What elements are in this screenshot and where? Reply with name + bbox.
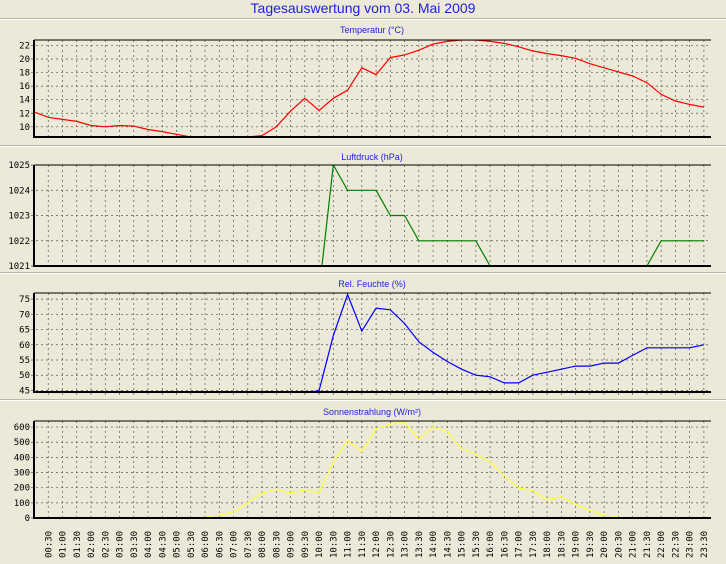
- chart-title: Luftdruck (hPa): [341, 152, 403, 162]
- divider: [0, 272, 726, 274]
- x-tick-label: 03:00: [116, 531, 126, 558]
- x-tick-label: 14:30: [443, 531, 453, 558]
- series-line: [321, 165, 704, 266]
- axis: [33, 293, 711, 393]
- chart-title: Temperatur (°C): [340, 25, 404, 35]
- x-tick-label: 04:00: [144, 531, 154, 558]
- chart-panel-0: Temperatur (°C) 10 12 14 16 18 20 22: [19, 25, 711, 140]
- x-tick-label: 23:30: [700, 531, 710, 558]
- x-tick-label: 04:30: [158, 531, 168, 558]
- plot-area: [34, 40, 711, 137]
- axis: [33, 165, 711, 267]
- y-tick-label: 14: [19, 96, 30, 106]
- plot-area: [34, 293, 711, 392]
- y-tick-label: 60: [19, 341, 30, 351]
- y-tick-label: 12: [19, 109, 30, 119]
- x-tick-label: 09:30: [301, 531, 311, 558]
- x-tick-label: 06:30: [215, 531, 225, 558]
- axis: [33, 40, 711, 138]
- x-tick-label: 08:00: [258, 531, 268, 558]
- x-tick-label: 05:30: [187, 531, 197, 558]
- y-tick-label: 75: [19, 295, 30, 305]
- x-tick-label: 23:00: [686, 531, 696, 558]
- x-tick-label: 05:00: [173, 531, 183, 558]
- x-tick-label: 13:30: [415, 531, 425, 558]
- x-tick-label: 12:30: [386, 531, 396, 558]
- chart-panel-1: Luftdruck (hPa) 1021 1022 1023 1024 1025: [8, 152, 711, 272]
- x-tick-label: 18:30: [557, 531, 567, 558]
- x-tick-label: 02:00: [87, 531, 97, 558]
- x-tick-label: 22:00: [657, 531, 667, 558]
- x-tick-label: 20:00: [600, 531, 610, 558]
- x-tick-label: 12:00: [372, 531, 382, 558]
- y-tick-label: 65: [19, 326, 30, 336]
- chart-panel-2: Rel. Feuchte (%) 45 50 55 60 65 70 75: [19, 279, 711, 396]
- page-title: Tagesauswertung vom 03. Mai 2009: [250, 0, 476, 16]
- y-tick-label: 300: [14, 469, 30, 479]
- x-tick-label: 11:30: [358, 531, 368, 558]
- y-tick-label: 600: [14, 423, 30, 433]
- y-tick-label: 1023: [8, 212, 30, 222]
- chart-panel-3: Sonnenstrahlung (W/m²) 0 100 200 300 400 500 60…: [14, 407, 711, 524]
- y-tick-label: 1022: [8, 237, 30, 247]
- y-tick-label: 500: [14, 438, 30, 448]
- y-tick-label: 22: [19, 41, 30, 51]
- y-tick-label: 0: [25, 514, 30, 524]
- x-tick-label: 21:00: [629, 531, 639, 558]
- chart-title: Sonnenstrahlung (W/m²): [323, 407, 421, 417]
- x-tick-label: 16:00: [486, 531, 496, 558]
- series-line: [309, 293, 705, 392]
- x-tick-label: 17:00: [515, 531, 525, 558]
- x-tick-label: 13:00: [401, 531, 411, 558]
- x-tick-label: 11:00: [344, 531, 354, 558]
- x-tick-label: 02:30: [101, 531, 111, 558]
- x-tick-label: 06:00: [201, 531, 211, 558]
- divider: [0, 18, 726, 20]
- y-tick-label: 10: [19, 123, 30, 133]
- x-tick-label: 20:30: [614, 531, 624, 558]
- y-tick-label: 400: [14, 453, 30, 463]
- x-tick-label: 18:00: [543, 531, 553, 558]
- x-tick-label: 00:30: [44, 531, 54, 558]
- x-tick-label: 22:30: [671, 531, 681, 558]
- x-tick-label: 07:30: [244, 531, 254, 558]
- y-tick-label: 45: [19, 386, 30, 396]
- x-tick-label: 17:30: [529, 531, 539, 558]
- y-tick-label: 1025: [8, 161, 30, 171]
- y-tick-label: 18: [19, 69, 30, 79]
- x-tick-label: 01:30: [73, 531, 83, 558]
- axis: [33, 421, 711, 519]
- chart-title: Rel. Feuchte (%): [338, 279, 406, 289]
- x-tick-label: 03:30: [130, 531, 140, 558]
- x-tick-label: 08:30: [272, 531, 282, 558]
- y-tick-label: 50: [19, 371, 30, 381]
- divider: [0, 145, 726, 147]
- x-tick-label: 10:30: [329, 531, 339, 558]
- x-tick-label: 19:00: [572, 531, 582, 558]
- plot-area: [34, 421, 711, 518]
- x-tick-label: 07:00: [230, 531, 240, 558]
- series-line: [34, 40, 705, 137]
- x-tick-label: 01:00: [59, 531, 69, 558]
- x-tick-label: 15:00: [458, 531, 468, 558]
- x-tick-label: 09:00: [287, 531, 297, 558]
- x-tick-label: 14:00: [429, 531, 439, 558]
- y-tick-label: 16: [19, 82, 30, 92]
- y-tick-label: 55: [19, 356, 30, 366]
- y-tick-label: 100: [14, 499, 30, 509]
- y-tick-label: 20: [19, 55, 30, 65]
- series-line: [34, 421, 704, 518]
- x-tick-label: 16:30: [500, 531, 510, 558]
- y-tick-label: 200: [14, 484, 30, 494]
- y-tick-label: 1021: [8, 262, 30, 272]
- y-tick-label: 1024: [8, 186, 30, 196]
- divider: [0, 399, 726, 401]
- x-tick-label: 15:30: [472, 531, 482, 558]
- x-tick-label: 21:30: [643, 531, 653, 558]
- x-tick-label: 10:00: [315, 531, 325, 558]
- y-tick-label: 70: [19, 310, 30, 320]
- x-tick-label: 19:30: [586, 531, 596, 558]
